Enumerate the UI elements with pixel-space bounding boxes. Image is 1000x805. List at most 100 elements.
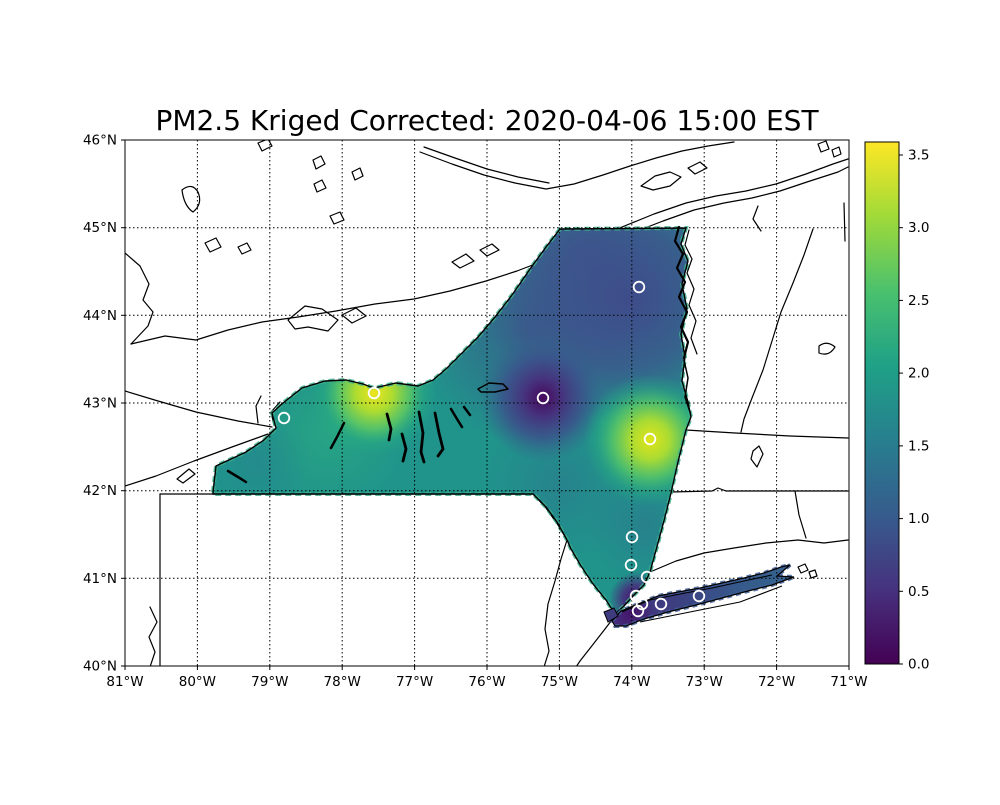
li-barrier-island: [639, 585, 783, 623]
nh-border-fragment: [843, 202, 846, 242]
presque-isle: [176, 468, 196, 484]
welland-canal: [255, 395, 262, 424]
chautauqua-lake: [226, 469, 248, 484]
x-tick-label: 74°W: [613, 674, 650, 690]
montreal-island: [640, 171, 682, 191]
ottawa-river: [419, 141, 735, 190]
ontario-upperleft-river: [125, 252, 154, 345]
graticule: [125, 140, 849, 666]
ontario-lake-7: [237, 242, 252, 255]
ontario-lake-3: [313, 179, 327, 193]
y-axis-labels: 46°N 45°N 44°N 43°N 42°N 41°N 40°N: [83, 133, 117, 675]
quabbin-reservoir: [750, 445, 764, 468]
topright-lake-2: [831, 146, 842, 158]
lake-champlain-east: [684, 229, 698, 355]
montreal-island-2: [687, 161, 708, 175]
figure-title: PM2.5 Kriged Corrected: 2020-04-06 15:00…: [155, 104, 819, 137]
x-tick-label: 80°W: [179, 674, 216, 690]
thousand-islands-2: [479, 243, 500, 257]
colorbar-tick-label: 2.0: [908, 366, 929, 382]
y-tick-label: 40°N: [83, 659, 117, 675]
colorbar-tick-label: 0.5: [908, 584, 929, 600]
station-marker: [692, 589, 706, 603]
nj-atlantic-coast: [575, 611, 619, 666]
finger-lake-1: [385, 412, 393, 442]
x-tick-label: 75°W: [541, 674, 578, 690]
colorbar-tick-marks: [899, 154, 903, 665]
colorbar-tick-label: 3.0: [908, 220, 929, 236]
interior-lakes: [226, 225, 698, 484]
y-tick-label: 41°N: [83, 571, 117, 587]
ontario-lake-4: [351, 167, 364, 181]
y-tick-label: 43°N: [83, 396, 117, 412]
station-marker: [640, 570, 654, 584]
oneida-lake: [477, 382, 509, 393]
lake-ontario-north-shore: [130, 158, 849, 345]
vt-squiggle: [752, 205, 762, 232]
y-tick-label: 45°N: [83, 220, 117, 236]
y-tick-label: 44°N: [83, 308, 117, 324]
ontario-lake-2: [312, 155, 326, 170]
station-marker: [632, 280, 646, 294]
station-marker: [629, 589, 643, 603]
colorbar-tick-label: 1.0: [908, 511, 929, 527]
finger-lake-5: [449, 407, 464, 429]
staten-island: [603, 607, 619, 623]
nh-lake: [818, 342, 836, 355]
lake-erie-north-shore: [125, 390, 273, 428]
x-tick-label: 73°W: [686, 674, 723, 690]
lake-champlain-west: [673, 225, 690, 360]
station-marker: [654, 597, 668, 611]
axis-tick-marks: [121, 139, 850, 670]
station-marker: [536, 391, 550, 405]
colorbar-tick-label: 0.0: [908, 657, 929, 673]
station-markers: [277, 280, 706, 618]
prince-edward-peninsula: [287, 305, 339, 332]
ontario-shore-island: [341, 307, 367, 324]
ontario-lake-5: [329, 211, 345, 225]
thousand-islands-1: [451, 253, 475, 269]
ontario-lake-6: [204, 237, 222, 253]
x-tick-label: 78°W: [324, 674, 361, 690]
x-tick-label: 71°W: [830, 674, 867, 690]
x-tick-label: 81°W: [106, 674, 143, 690]
connecticut-river: [740, 228, 814, 433]
station-marker: [643, 432, 657, 446]
li-east-island-2: [808, 569, 818, 579]
x-tick-label: 77°W: [396, 674, 433, 690]
allegheny-river: [148, 606, 158, 666]
x-tick-label: 72°W: [758, 674, 795, 690]
colorbar: 3.5 3.0 2.5 2.0 1.5 1.0 0.5 0.0: [864, 141, 929, 673]
station-marker: [367, 386, 381, 400]
vt-ma-border: [685, 429, 849, 439]
finger-lake-4: [433, 411, 445, 458]
finger-lake-2: [400, 432, 408, 463]
station-marker: [625, 530, 639, 544]
colorbar-gradient: [864, 141, 900, 665]
ma-ct-border: [670, 487, 849, 493]
colorbar-tick-label: 1.5: [908, 438, 929, 454]
x-tick-label: 79°W: [251, 674, 288, 690]
colorbar-tick-label: 3.5: [908, 148, 929, 164]
station-marker: [277, 411, 291, 425]
finger-lake-6: [462, 405, 472, 417]
delaware-river-nj: [532, 493, 568, 666]
lake-george: [683, 359, 691, 413]
colorbar-tick-label: 2.5: [908, 293, 929, 309]
x-axis-labels: 81°W 80°W 79°W 78°W 77°W 76°W 75°W 74°W …: [106, 674, 867, 690]
station-marker: [624, 558, 638, 572]
topright-lake-1: [817, 140, 830, 153]
x-tick-label: 76°W: [468, 674, 505, 690]
station-marker: [635, 597, 649, 611]
ct-sound-coast: [649, 539, 849, 573]
li-east-island-1: [797, 563, 809, 574]
lake-simcoe: [181, 185, 201, 213]
finger-lake-3: [417, 410, 426, 464]
y-tick-label: 46°N: [83, 133, 117, 149]
finger-lake-west: [329, 421, 346, 450]
lake-erie-south-shore: [125, 433, 269, 487]
y-tick-label: 42°N: [83, 483, 117, 499]
ct-ri-border: [794, 490, 807, 539]
